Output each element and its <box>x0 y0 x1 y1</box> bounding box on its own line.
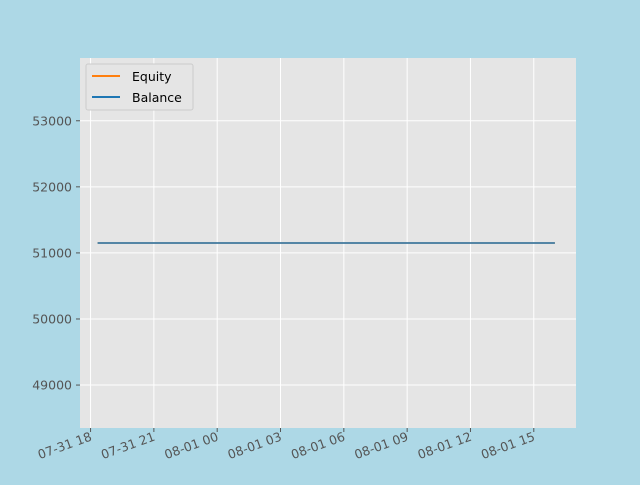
x-tick-label: 08-01 00 <box>162 429 220 462</box>
legend-label-equity: Equity <box>132 69 172 84</box>
y-tick-label: 52000 <box>32 179 72 194</box>
legend: Equity Balance <box>85 63 194 111</box>
x-tick-label: 08-01 09 <box>352 429 410 462</box>
y-tick-label: 53000 <box>32 113 72 128</box>
legend-label-balance: Balance <box>132 90 182 105</box>
x-axis-ticks: 07-31 18 07-31 21 08-01 00 08-01 03 08-01 06… <box>36 428 537 462</box>
x-tick-label: 07-31 21 <box>99 429 157 462</box>
y-tick-label: 51000 <box>32 245 72 260</box>
x-tick-label: 08-01 15 <box>479 429 537 462</box>
x-tick-label: 08-01 12 <box>416 429 474 462</box>
x-tick-label: 07-31 18 <box>36 429 94 462</box>
y-axis-ticks: 49000 50000 51000 52000 53000 <box>32 113 80 393</box>
x-tick-label: 08-01 06 <box>289 429 347 462</box>
x-tick-label: 08-01 03 <box>226 429 284 462</box>
y-tick-label: 49000 <box>32 378 72 393</box>
y-tick-label: 50000 <box>32 311 72 326</box>
